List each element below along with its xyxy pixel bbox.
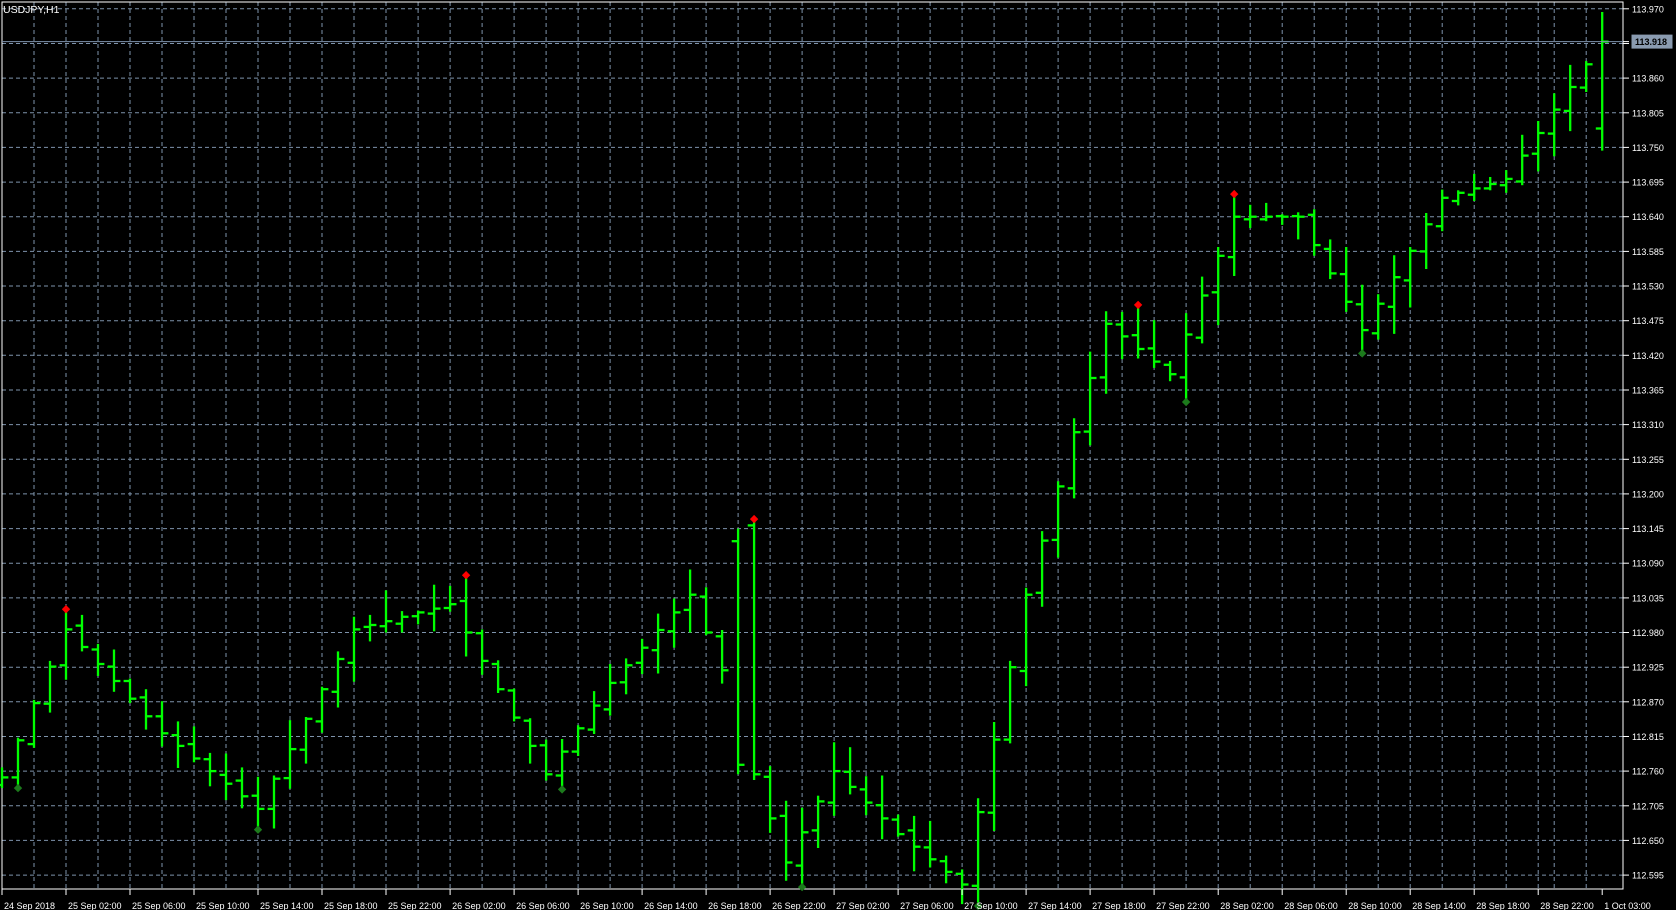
svg-text:26 Sep 22:00: 26 Sep 22:00 <box>772 901 826 910</box>
svg-text:113.640: 113.640 <box>1632 212 1664 222</box>
svg-text:112.705: 112.705 <box>1632 801 1664 811</box>
svg-text:113.918: 113.918 <box>1635 37 1667 47</box>
svg-text:113.585: 113.585 <box>1632 247 1664 257</box>
svg-text:26 Sep 14:00: 26 Sep 14:00 <box>644 901 698 910</box>
svg-text:113.530: 113.530 <box>1632 282 1664 292</box>
svg-text:25 Sep 06:00: 25 Sep 06:00 <box>132 901 186 910</box>
svg-text:25 Sep 10:00: 25 Sep 10:00 <box>196 901 250 910</box>
svg-text:25 Sep 14:00: 25 Sep 14:00 <box>260 901 314 910</box>
svg-text:28 Sep 14:00: 28 Sep 14:00 <box>1412 901 1466 910</box>
svg-text:113.255: 113.255 <box>1632 455 1664 465</box>
svg-text:113.750: 113.750 <box>1632 143 1664 153</box>
svg-text:113.805: 113.805 <box>1632 108 1664 118</box>
svg-text:24 Sep 2018: 24 Sep 2018 <box>4 901 55 910</box>
svg-text:113.035: 113.035 <box>1632 593 1664 603</box>
svg-text:112.595: 112.595 <box>1632 871 1664 881</box>
svg-text:1 Oct 03:00: 1 Oct 03:00 <box>1604 901 1651 910</box>
svg-text:113.860: 113.860 <box>1632 74 1664 84</box>
svg-text:113.145: 113.145 <box>1632 524 1664 534</box>
svg-text:26 Sep 10:00: 26 Sep 10:00 <box>580 901 634 910</box>
svg-text:27 Sep 18:00: 27 Sep 18:00 <box>1092 901 1146 910</box>
svg-text:28 Sep 02:00: 28 Sep 02:00 <box>1220 901 1274 910</box>
svg-text:28 Sep 10:00: 28 Sep 10:00 <box>1348 901 1402 910</box>
svg-text:112.980: 112.980 <box>1632 628 1664 638</box>
svg-text:112.870: 112.870 <box>1632 697 1664 707</box>
svg-text:27 Sep 06:00: 27 Sep 06:00 <box>900 901 954 910</box>
svg-text:28 Sep 18:00: 28 Sep 18:00 <box>1476 901 1530 910</box>
svg-text:25 Sep 02:00: 25 Sep 02:00 <box>68 901 122 910</box>
svg-text:113.695: 113.695 <box>1632 178 1664 188</box>
svg-text:USDJPY,H1: USDJPY,H1 <box>3 4 60 16</box>
svg-text:28 Sep 22:00: 28 Sep 22:00 <box>1540 901 1594 910</box>
svg-text:27 Sep 14:00: 27 Sep 14:00 <box>1028 901 1082 910</box>
svg-text:27 Sep 22:00: 27 Sep 22:00 <box>1156 901 1210 910</box>
svg-text:113.970: 113.970 <box>1632 4 1664 14</box>
svg-text:26 Sep 06:00: 26 Sep 06:00 <box>516 901 570 910</box>
svg-text:25 Sep 22:00: 25 Sep 22:00 <box>388 901 442 910</box>
svg-text:113.475: 113.475 <box>1632 316 1664 326</box>
svg-text:26 Sep 02:00: 26 Sep 02:00 <box>452 901 506 910</box>
svg-text:112.650: 112.650 <box>1632 836 1664 846</box>
svg-text:27 Sep 02:00: 27 Sep 02:00 <box>836 901 890 910</box>
svg-text:25 Sep 18:00: 25 Sep 18:00 <box>324 901 378 910</box>
svg-text:26 Sep 18:00: 26 Sep 18:00 <box>708 901 762 910</box>
svg-text:113.200: 113.200 <box>1632 489 1664 499</box>
svg-text:112.925: 112.925 <box>1632 663 1664 673</box>
svg-text:113.090: 113.090 <box>1632 559 1664 569</box>
svg-text:112.760: 112.760 <box>1632 767 1664 777</box>
svg-text:113.365: 113.365 <box>1632 386 1664 396</box>
svg-text:28 Sep 06:00: 28 Sep 06:00 <box>1284 901 1338 910</box>
svg-text:113.420: 113.420 <box>1632 351 1664 361</box>
svg-text:27 Sep 10:00: 27 Sep 10:00 <box>964 901 1018 910</box>
svg-text:113.310: 113.310 <box>1632 420 1664 430</box>
svg-text:112.815: 112.815 <box>1632 732 1664 742</box>
